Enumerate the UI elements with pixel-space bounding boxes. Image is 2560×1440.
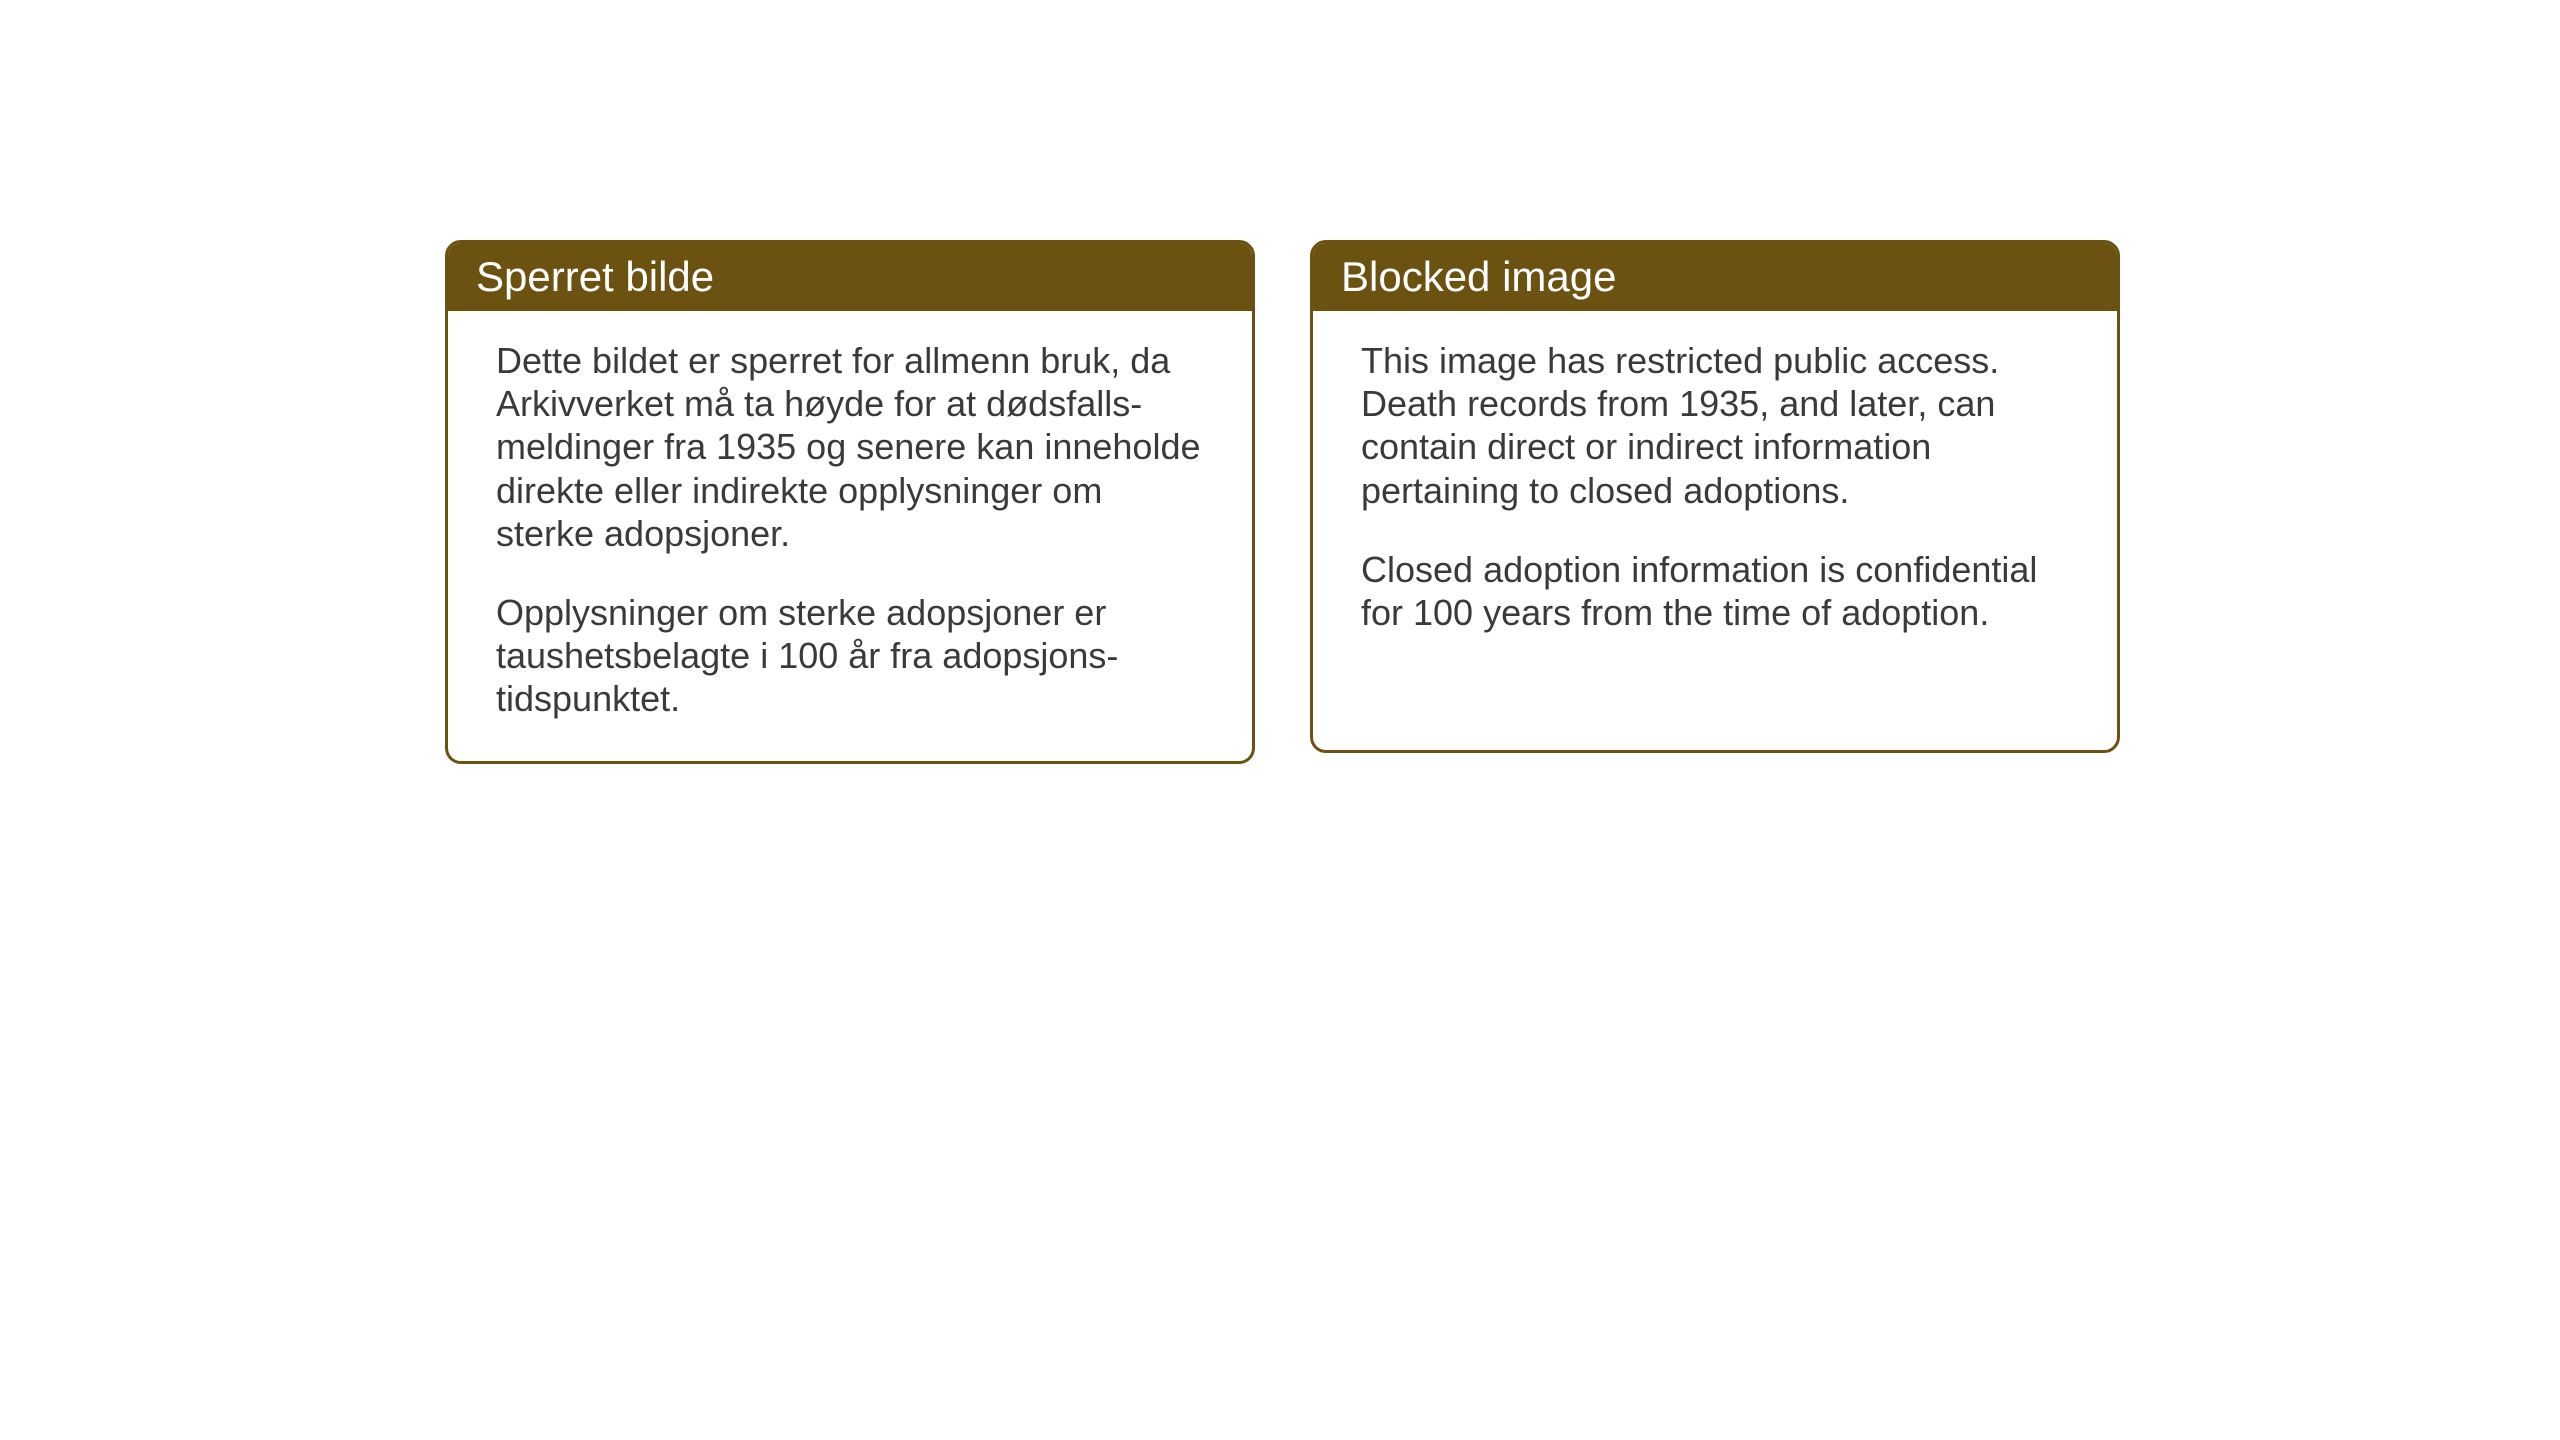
english-card-header: Blocked image: [1313, 243, 2117, 311]
english-paragraph-2: Closed adoption information is confident…: [1361, 548, 2069, 634]
english-notice-card: Blocked image This image has restricted …: [1310, 240, 2120, 753]
norwegian-paragraph-2: Opplysninger om sterke adopsjoner er tau…: [496, 591, 1204, 721]
norwegian-card-body: Dette bildet er sperret for allmenn bruk…: [448, 311, 1252, 761]
norwegian-paragraph-1: Dette bildet er sperret for allmenn bruk…: [496, 339, 1204, 555]
english-paragraph-1: This image has restricted public access.…: [1361, 339, 2069, 512]
norwegian-card-header: Sperret bilde: [448, 243, 1252, 311]
english-card-body: This image has restricted public access.…: [1313, 311, 2117, 674]
norwegian-notice-card: Sperret bilde Dette bildet er sperret fo…: [445, 240, 1255, 764]
notice-cards-container: Sperret bilde Dette bildet er sperret fo…: [445, 240, 2120, 764]
